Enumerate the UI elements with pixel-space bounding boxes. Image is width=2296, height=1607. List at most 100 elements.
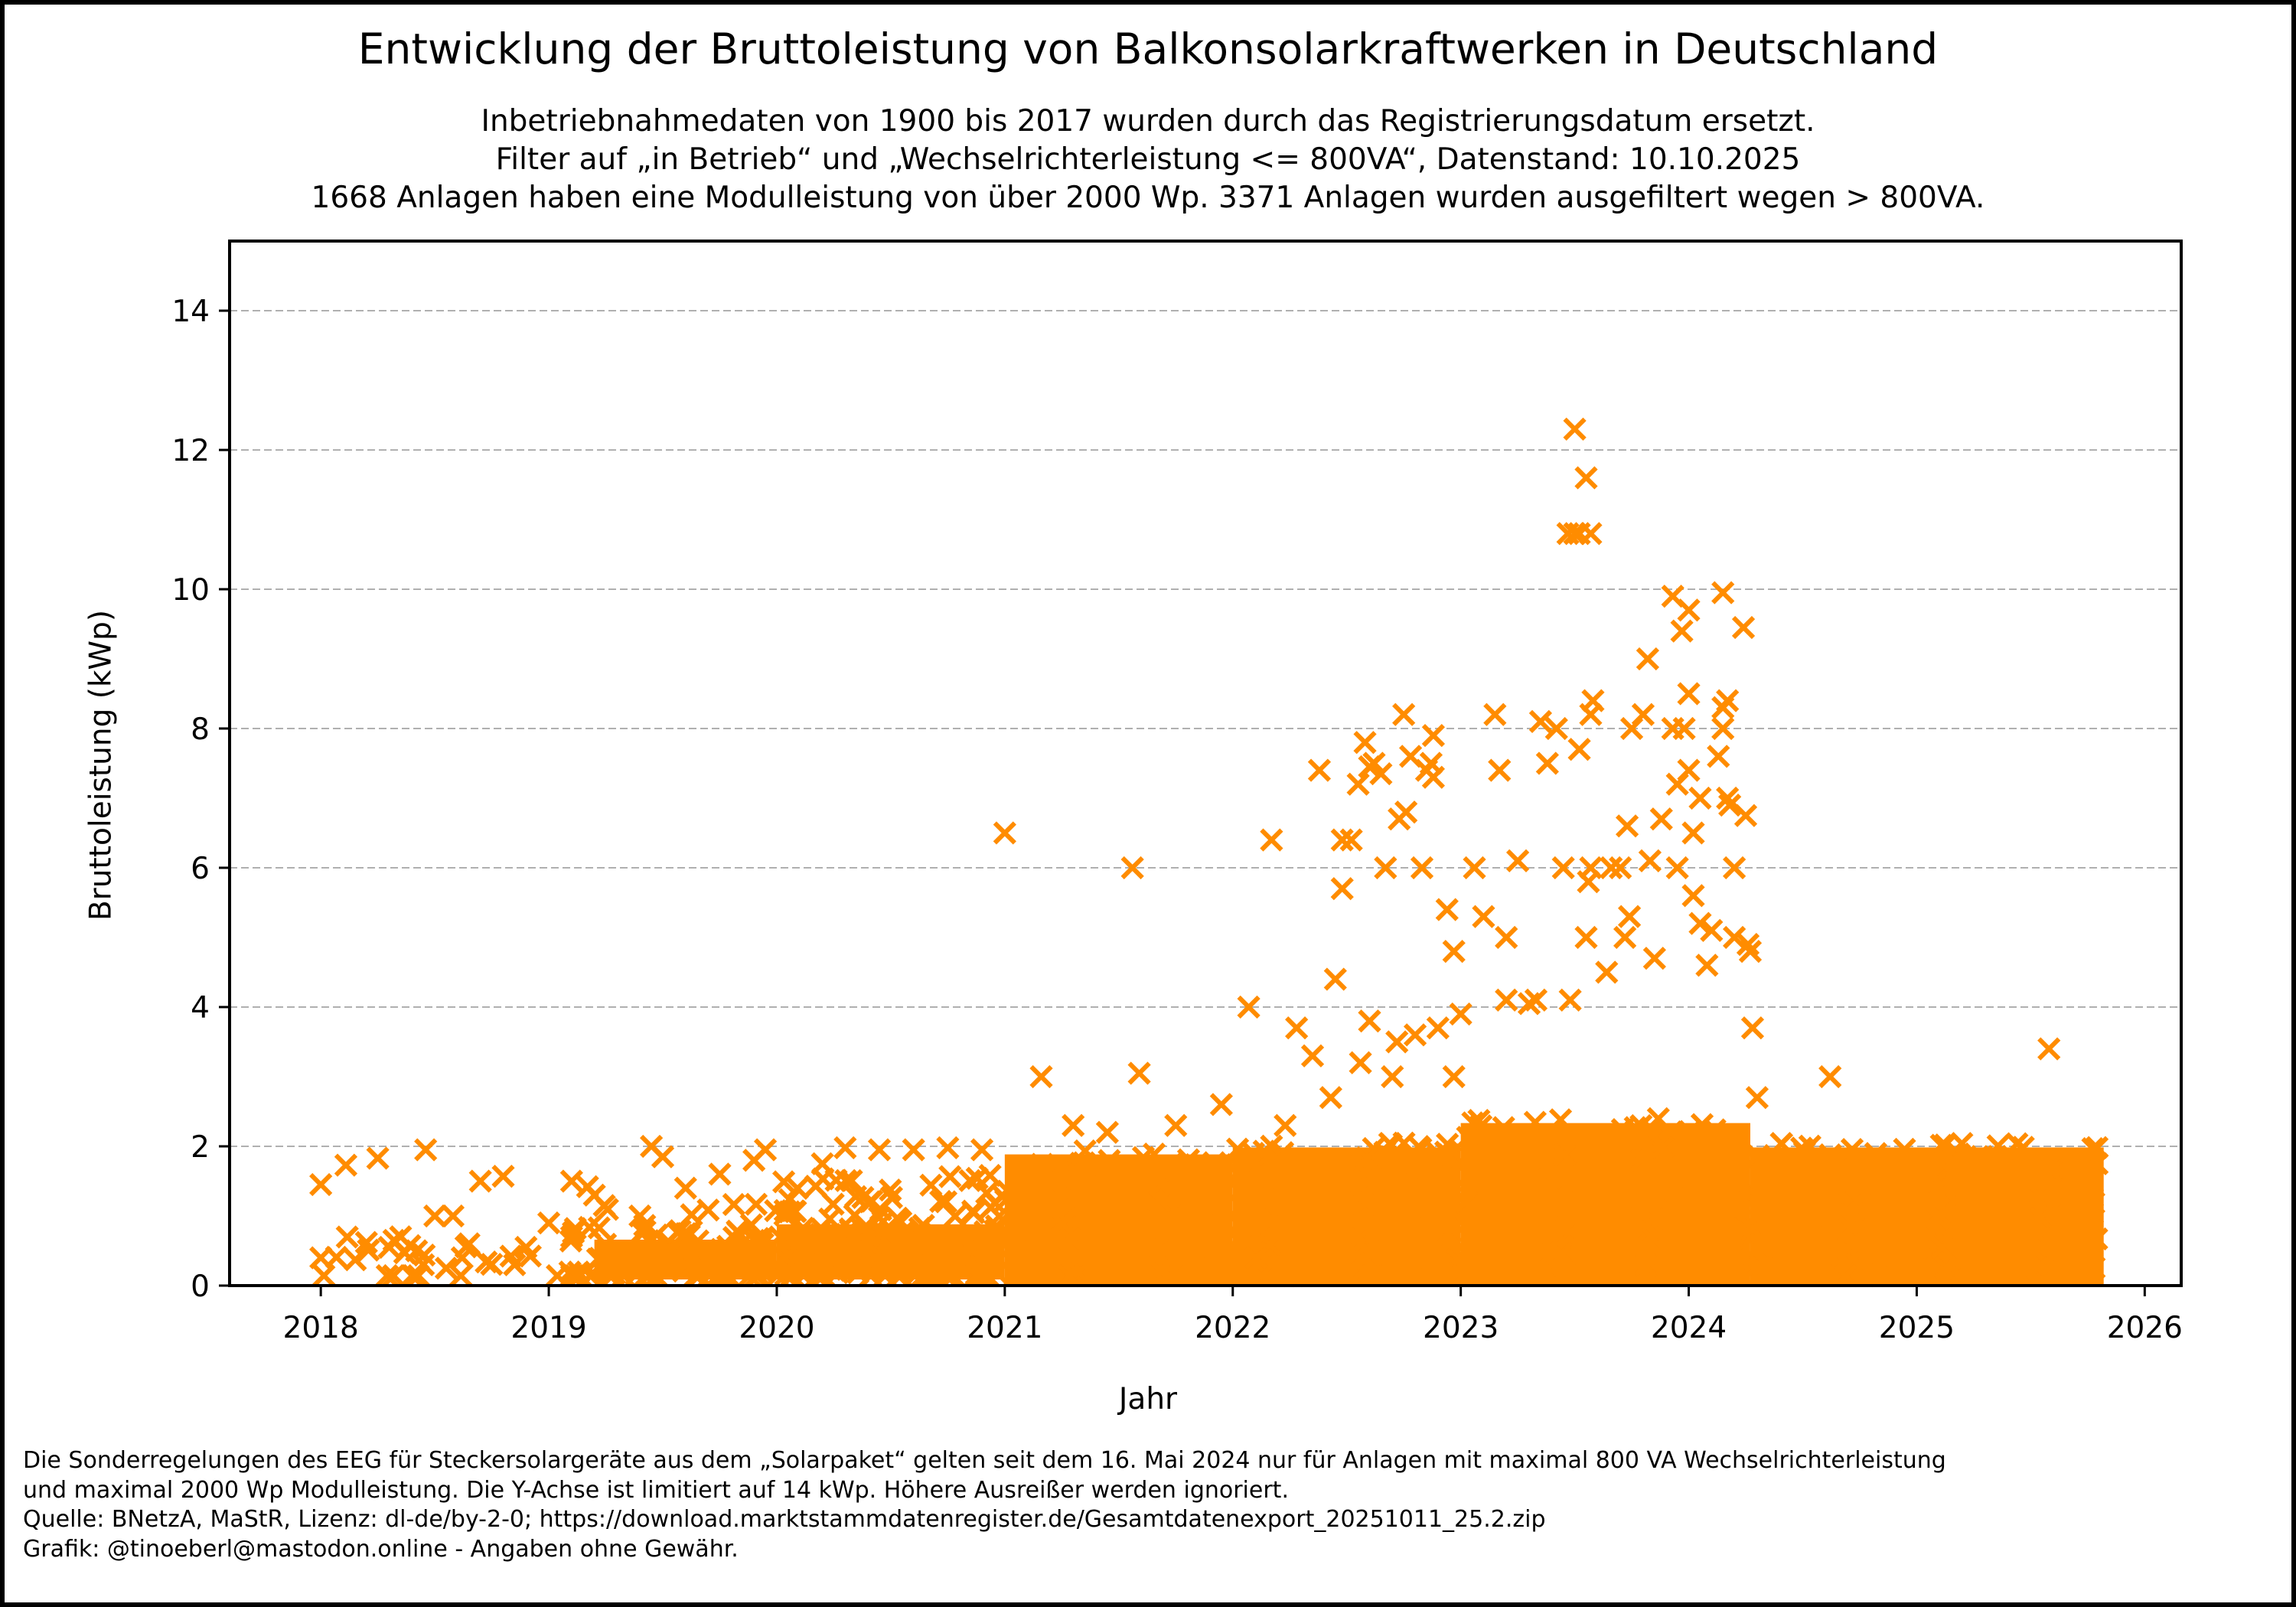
data-point [1738, 940, 1763, 963]
data-point [1349, 1051, 1372, 1074]
dense-point [776, 1243, 800, 1266]
data-point [1551, 856, 1575, 880]
data-point [1716, 689, 1740, 712]
dense-point [1430, 1159, 1455, 1182]
dense-point [594, 1232, 618, 1257]
data-points [309, 417, 2061, 1280]
dense-point [1743, 1146, 1767, 1170]
y-tick-label: 12 [171, 434, 210, 468]
dense-point [587, 1216, 611, 1240]
data-point [1677, 682, 1701, 706]
data-point [1346, 772, 1370, 796]
dense-point [1182, 1234, 1205, 1258]
data-point [559, 1169, 583, 1193]
dense-point [1916, 1195, 1939, 1218]
data-point [1472, 905, 1495, 928]
x-tick-label: 2019 [510, 1311, 586, 1345]
dense-point [2069, 1158, 2092, 1182]
dense-point [745, 1263, 769, 1288]
data-point [1528, 709, 1553, 734]
dense-point [633, 1219, 657, 1244]
dense-point [1979, 1159, 2003, 1183]
data-point [414, 1138, 438, 1162]
data-point [1615, 814, 1639, 838]
dense-point [1554, 1215, 1578, 1239]
dense-point [1548, 1245, 1571, 1269]
dense-point [941, 1263, 965, 1288]
dense-point [1285, 1191, 1309, 1215]
dense-point [1462, 1233, 1486, 1257]
dense-point [1930, 1236, 1954, 1260]
dense-point [382, 1263, 406, 1288]
dense-point [1538, 1166, 1562, 1190]
dense-point [1103, 1254, 1127, 1278]
data-point [833, 1136, 857, 1159]
dense-point [722, 1192, 745, 1217]
dense-point [1494, 1212, 1518, 1236]
data-point [1711, 581, 1735, 605]
data-point [1609, 856, 1632, 880]
dense-point [677, 1224, 701, 1247]
dense-point [1521, 1263, 1545, 1288]
dense-point [785, 1176, 810, 1200]
data-point [673, 1176, 697, 1200]
dense-point [357, 1238, 380, 1262]
dense-point [1416, 1218, 1440, 1243]
dense-point [1022, 1217, 1046, 1241]
dense-point [1228, 1178, 1252, 1202]
data-point [422, 1204, 447, 1228]
dense-point [1718, 1251, 1743, 1275]
data-point [1677, 598, 1701, 622]
chart-subtitle: Inbetriebnahmedaten von 1900 bis 2017 wu… [0, 103, 2296, 217]
dense-point [1253, 1171, 1277, 1195]
dense-point [670, 1224, 694, 1247]
dense-point [1961, 1189, 1985, 1214]
dense-point [938, 1165, 962, 1188]
dense-point [1250, 1263, 1274, 1288]
dense-point [1652, 1263, 1675, 1288]
y-tick-label: 10 [171, 573, 210, 608]
dense-point [1627, 1253, 1652, 1277]
dense-point [1995, 1208, 2019, 1231]
gridlines [230, 310, 2181, 1147]
data-point [1488, 758, 1512, 782]
dense-point [771, 1170, 796, 1194]
dense-point [1952, 1242, 1976, 1266]
dense-point [1789, 1158, 1813, 1182]
data-point [1127, 1061, 1151, 1085]
dense-point [1601, 1257, 1626, 1281]
dense-point [1968, 1236, 1991, 1260]
data-point [1558, 988, 1582, 1012]
dense-point [1845, 1188, 1869, 1212]
dense-point [1225, 1236, 1249, 1260]
y-tick-label: 6 [191, 852, 210, 886]
data-point [753, 1138, 778, 1162]
dense-point [1621, 1187, 1645, 1211]
dense-point [1551, 1263, 1575, 1288]
dense-point [1942, 1188, 1966, 1213]
data-point [514, 1235, 538, 1260]
data-point [1209, 1093, 1233, 1116]
data-point [412, 1253, 435, 1276]
dense-point [739, 1213, 763, 1237]
dense-point [1150, 1172, 1175, 1195]
data-point [867, 1138, 892, 1162]
data-point [441, 1204, 465, 1228]
dense-point [1308, 1263, 1332, 1288]
dense-point [602, 1262, 627, 1286]
data-point [2037, 1037, 2061, 1061]
dense-point-cloud [312, 1107, 2109, 1288]
data-point [1463, 856, 1486, 880]
dense-point [2000, 1263, 2024, 1288]
data-point [1362, 751, 1386, 775]
dense-point [1939, 1263, 1962, 1288]
data-point [1421, 765, 1446, 789]
x-axis-ticks: 2018 2019 2020 2021 2022 2023 2024 2025 2026 [283, 1286, 2183, 1345]
y-axis-label: Bruttoleistung (kWp) [83, 609, 119, 921]
dense-point [1316, 1241, 1340, 1265]
dense-point [1155, 1206, 1179, 1230]
dense-point [1157, 1263, 1181, 1288]
dense-point [1084, 1189, 1107, 1213]
dense-point [1893, 1137, 1916, 1162]
dense-point [1024, 1188, 1048, 1211]
